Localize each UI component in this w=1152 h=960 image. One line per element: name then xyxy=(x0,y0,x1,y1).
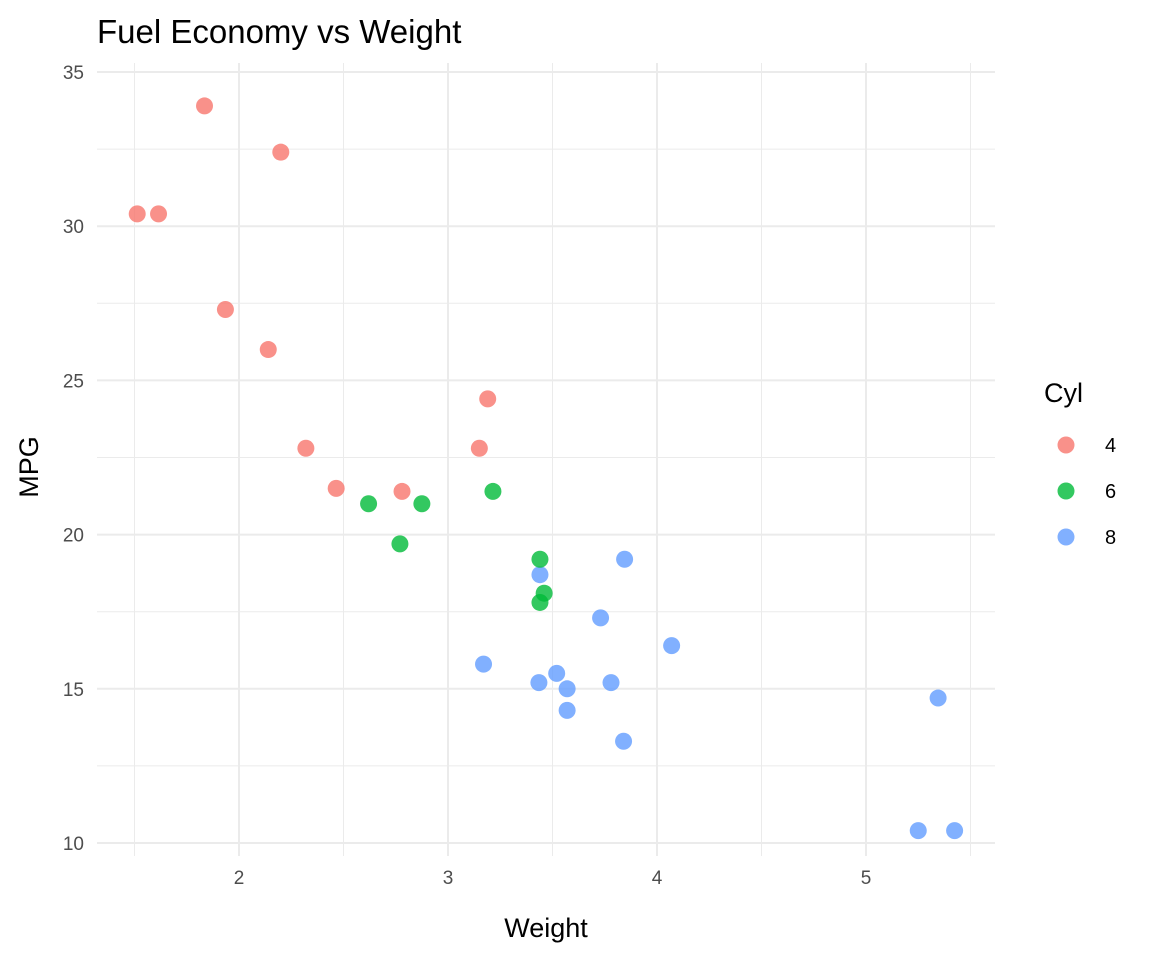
data-point-cyl-8 xyxy=(615,732,633,750)
y-tick-label: 20 xyxy=(63,526,84,547)
data-point-cyl-8 xyxy=(909,822,927,840)
data-point-cyl-6 xyxy=(413,495,431,513)
data-point-cyl-4 xyxy=(216,300,234,318)
legend-label: 8 xyxy=(1105,527,1116,549)
points xyxy=(128,97,964,840)
data-point-cyl-4 xyxy=(470,439,488,457)
data-point-cyl-4 xyxy=(393,482,411,500)
x-axis-title: Weight xyxy=(504,913,588,943)
data-point-cyl-6 xyxy=(531,593,549,611)
data-point-cyl-8 xyxy=(663,637,681,655)
data-point-cyl-8 xyxy=(929,689,947,707)
legend-label: 6 xyxy=(1105,481,1116,503)
data-point-cyl-8 xyxy=(592,609,610,627)
grid xyxy=(97,63,995,856)
data-point-cyl-4 xyxy=(327,479,345,497)
x-tick-label: 5 xyxy=(861,868,872,889)
y-axis-title: MPG xyxy=(14,436,44,498)
x-tick-label: 4 xyxy=(652,868,663,889)
legend-label: 4 xyxy=(1105,435,1116,457)
data-point-cyl-6 xyxy=(484,482,502,500)
data-point-cyl-6 xyxy=(531,550,549,568)
data-point-cyl-4 xyxy=(196,97,214,115)
data-point-cyl-6 xyxy=(391,535,409,553)
data-point-cyl-6 xyxy=(360,495,378,513)
x-tick-label: 3 xyxy=(443,868,454,889)
legend-title: Cyl xyxy=(1044,378,1083,408)
chart-title: Fuel Economy vs Weight xyxy=(97,13,461,50)
data-point-cyl-4 xyxy=(272,143,290,161)
y-tick-label: 35 xyxy=(63,63,84,84)
data-point-cyl-8 xyxy=(558,701,576,719)
data-point-cyl-4 xyxy=(128,205,146,223)
data-point-cyl-8 xyxy=(946,822,964,840)
y-tick-label: 10 xyxy=(63,834,84,855)
data-point-cyl-8 xyxy=(602,674,620,692)
y-tick-label: 25 xyxy=(63,371,84,392)
legend: Cyl 4 6 8 xyxy=(1044,378,1116,549)
legend-key-4 xyxy=(1057,436,1075,454)
data-point-cyl-8 xyxy=(548,664,566,682)
x-tick-label: 2 xyxy=(234,868,245,889)
data-point-cyl-4 xyxy=(150,205,168,223)
y-tick-label: 15 xyxy=(63,680,84,701)
y-tick-label: 30 xyxy=(63,217,84,238)
legend-key-8 xyxy=(1057,528,1075,546)
x-tick-labels: 2 3 4 5 xyxy=(234,868,872,889)
y-tick-labels: 10 15 20 25 30 35 xyxy=(63,63,84,855)
legend-key-6 xyxy=(1057,482,1075,500)
data-point-cyl-4 xyxy=(259,341,277,359)
data-point-cyl-4 xyxy=(479,390,497,408)
data-point-cyl-8 xyxy=(531,566,549,584)
data-point-cyl-8 xyxy=(558,680,576,698)
data-point-cyl-4 xyxy=(297,439,315,457)
data-point-cyl-8 xyxy=(616,550,634,568)
data-point-cyl-8 xyxy=(475,655,493,673)
data-point-cyl-8 xyxy=(530,674,548,692)
